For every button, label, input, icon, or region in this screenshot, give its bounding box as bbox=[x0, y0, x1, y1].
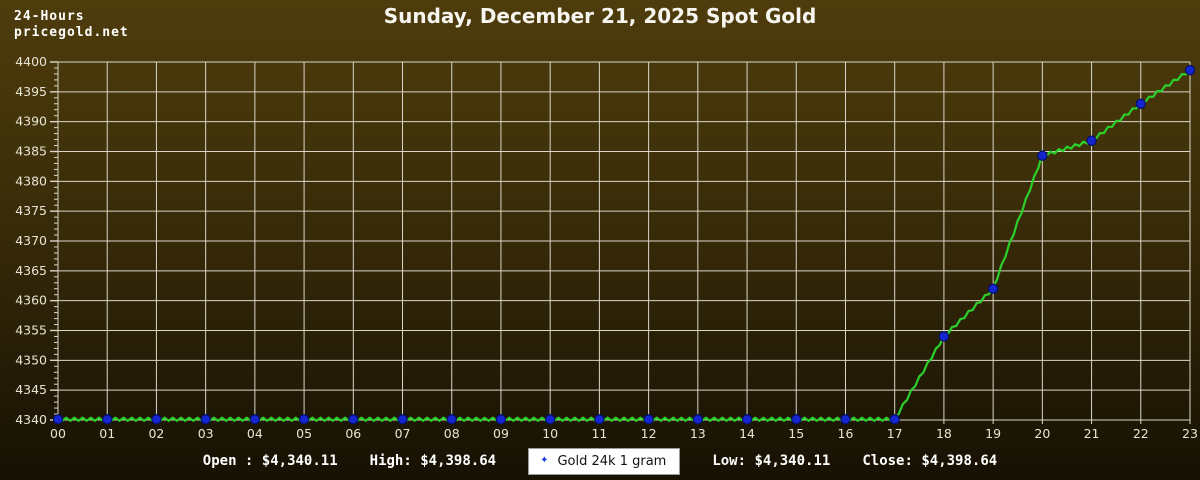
svg-text:4390: 4390 bbox=[15, 114, 47, 129]
svg-text:08: 08 bbox=[444, 426, 460, 441]
svg-text:4400: 4400 bbox=[15, 54, 47, 69]
period-label: 24-Hours bbox=[14, 9, 85, 24]
svg-text:01: 01 bbox=[99, 426, 115, 441]
svg-text:18: 18 bbox=[936, 426, 952, 441]
svg-text:4345: 4345 bbox=[15, 382, 47, 397]
svg-text:23: 23 bbox=[1182, 426, 1198, 441]
svg-text:4370: 4370 bbox=[15, 233, 47, 248]
svg-text:11: 11 bbox=[591, 426, 607, 441]
svg-text:4365: 4365 bbox=[15, 263, 47, 278]
svg-text:15: 15 bbox=[788, 426, 804, 441]
svg-text:16: 16 bbox=[838, 426, 854, 441]
svg-text:13: 13 bbox=[690, 426, 706, 441]
svg-text:19: 19 bbox=[985, 426, 1001, 441]
svg-text:4395: 4395 bbox=[15, 84, 47, 99]
close-stat: Close: $4,398.64 bbox=[862, 453, 998, 469]
site-label: 24-Hours pricegold.net bbox=[14, 9, 129, 41]
svg-text:21: 21 bbox=[1084, 426, 1100, 441]
svg-text:4385: 4385 bbox=[15, 144, 47, 159]
legend-label: Gold 24k 1 gram bbox=[557, 453, 667, 469]
svg-text:4375: 4375 bbox=[15, 203, 47, 218]
svg-text:14: 14 bbox=[739, 426, 755, 441]
high-stat: High: $4,398.64 bbox=[369, 453, 497, 469]
svg-text:4360: 4360 bbox=[15, 293, 47, 308]
svg-text:4380: 4380 bbox=[15, 173, 47, 188]
svg-text:10: 10 bbox=[542, 426, 558, 441]
svg-text:03: 03 bbox=[198, 426, 214, 441]
svg-text:12: 12 bbox=[641, 426, 657, 441]
site-name: pricegold.net bbox=[14, 25, 129, 40]
legend-box: ✦ Gold 24k 1 gram bbox=[528, 447, 681, 475]
chart-title: Sunday, December 21, 2025 Spot Gold bbox=[383, 4, 817, 28]
svg-text:17: 17 bbox=[887, 426, 903, 441]
svg-text:07: 07 bbox=[395, 426, 411, 441]
svg-text:4355: 4355 bbox=[15, 323, 47, 338]
legend-marker-icon: ✦ bbox=[540, 455, 549, 466]
svg-text:20: 20 bbox=[1034, 426, 1050, 441]
svg-text:02: 02 bbox=[148, 426, 164, 441]
svg-text:04: 04 bbox=[247, 426, 263, 441]
svg-text:09: 09 bbox=[493, 426, 509, 441]
svg-text:4350: 4350 bbox=[15, 352, 47, 367]
svg-text:4340: 4340 bbox=[15, 412, 47, 427]
open-stat: Open : $4,340.11 bbox=[202, 453, 338, 469]
low-stat: Low: $4,340.11 bbox=[712, 453, 831, 469]
svg-text:00: 00 bbox=[50, 426, 66, 441]
svg-text:05: 05 bbox=[296, 426, 312, 441]
svg-text:22: 22 bbox=[1133, 426, 1149, 441]
stats-bar: Open : $4,340.11 High: $4,398.64 ✦ Gold … bbox=[0, 446, 1200, 476]
svg-text:06: 06 bbox=[345, 426, 361, 441]
